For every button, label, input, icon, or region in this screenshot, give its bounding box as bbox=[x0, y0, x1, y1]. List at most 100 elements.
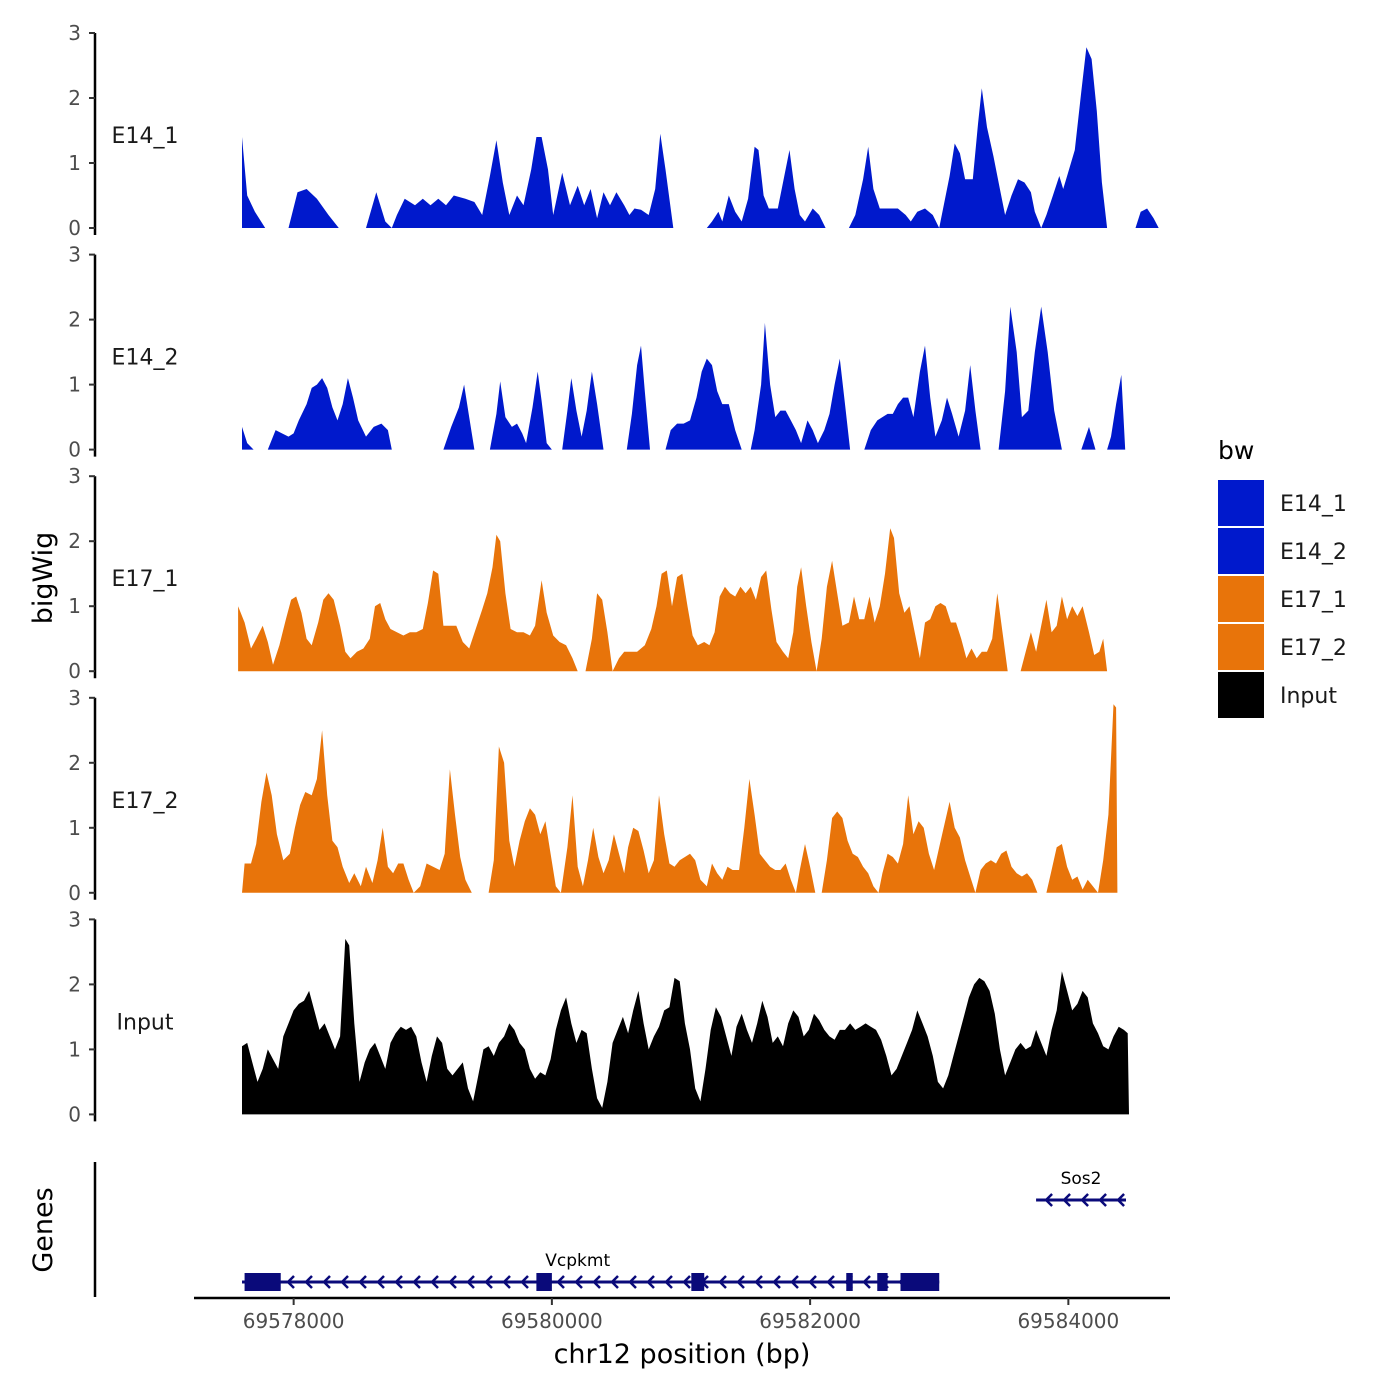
exon bbox=[877, 1273, 888, 1291]
strand-arrow bbox=[1080, 1193, 1089, 1207]
track-e14-2: 0 1 2 3 E14_2 bbox=[68, 243, 1126, 462]
x-tick-label: 69582000 bbox=[759, 1309, 861, 1333]
legend: bw E14_1 E14_2 E17_1 E17_2 Input bbox=[1218, 436, 1347, 718]
y-tick-label: 2 bbox=[68, 86, 81, 110]
strand-arrow bbox=[826, 1275, 835, 1289]
exon bbox=[536, 1273, 552, 1291]
strand-arrow bbox=[862, 1275, 871, 1289]
legend-swatch bbox=[1218, 528, 1264, 574]
track-label: E17_2 bbox=[112, 789, 179, 814]
gene-label: Vcpkmt bbox=[545, 1251, 610, 1271]
gene-label: Sos2 bbox=[1061, 1169, 1102, 1189]
y-tick-label: 1 bbox=[68, 1037, 81, 1061]
coverage-area-e17-1 bbox=[238, 528, 1108, 672]
strand-arrow bbox=[1044, 1193, 1053, 1207]
x-tick-label: 69584000 bbox=[1017, 1309, 1119, 1333]
y-axis-title: bigWig bbox=[28, 532, 59, 625]
legend-item-e14-2: E14_2 bbox=[1218, 528, 1347, 574]
y-tick-label: 2 bbox=[68, 972, 81, 996]
strand-arrow bbox=[430, 1275, 439, 1289]
legend-label: E17_2 bbox=[1280, 636, 1347, 661]
strand-arrow bbox=[574, 1275, 583, 1289]
strand-arrow bbox=[1098, 1193, 1107, 1207]
legend-item-e17-1: E17_1 bbox=[1218, 576, 1347, 622]
track-label: Input bbox=[117, 1010, 174, 1035]
strand-arrow bbox=[340, 1275, 349, 1289]
strand-arrow bbox=[556, 1275, 565, 1289]
legend-label: E14_1 bbox=[1280, 492, 1347, 517]
y-tick-label: 3 bbox=[68, 464, 81, 488]
track-e17-1: 0 1 2 3 E17_1 bbox=[68, 464, 1108, 683]
y-tick-label: 2 bbox=[68, 529, 81, 553]
coverage-area-e17-2 bbox=[242, 704, 1118, 893]
strand-arrow bbox=[412, 1275, 421, 1289]
x-tick-label: 69578000 bbox=[243, 1309, 345, 1333]
y-tick-label: 0 bbox=[68, 659, 81, 683]
x-axis: 69578000 69580000 69582000 69584000 bbox=[194, 1296, 1170, 1333]
exon bbox=[846, 1273, 853, 1291]
y-tick-label: 3 bbox=[68, 907, 81, 931]
coverage-area-e14-2 bbox=[242, 306, 1126, 450]
legend-swatch bbox=[1218, 576, 1264, 622]
legend-label: E17_1 bbox=[1280, 588, 1347, 613]
exon bbox=[244, 1273, 281, 1291]
strand-arrow bbox=[394, 1275, 403, 1289]
coverage-area-input bbox=[242, 938, 1129, 1115]
gene-track: Sos2 Vcpkmt bbox=[93, 1162, 1126, 1297]
y-tick-label: 2 bbox=[68, 308, 81, 332]
strand-arrow bbox=[610, 1275, 619, 1289]
legend-swatch bbox=[1218, 624, 1264, 670]
y-tick-label: 2 bbox=[68, 751, 81, 775]
strand-arrow bbox=[718, 1275, 727, 1289]
strand-arrow bbox=[322, 1275, 331, 1289]
legend-title: bw bbox=[1218, 436, 1254, 465]
strand-arrow bbox=[628, 1275, 637, 1289]
coverage-area-e14-1 bbox=[242, 47, 1159, 228]
strand-arrow bbox=[484, 1275, 493, 1289]
gene-sos2: Sos2 bbox=[1036, 1169, 1126, 1207]
strand-arrow bbox=[304, 1275, 313, 1289]
y-tick-label: 0 bbox=[68, 216, 81, 240]
y-tick-label: 3 bbox=[68, 243, 81, 267]
strand-arrow bbox=[592, 1275, 601, 1289]
strand-arrow bbox=[286, 1275, 295, 1289]
x-tick-label: 69580000 bbox=[501, 1309, 603, 1333]
track-input: 0 1 2 3 Input bbox=[68, 907, 1129, 1126]
strand-arrow bbox=[502, 1275, 511, 1289]
gene-vcpkmt: Vcpkmt bbox=[242, 1251, 940, 1291]
strand-arrow bbox=[664, 1275, 673, 1289]
coverage-tracks: 0 1 2 3 E14_1 0 1 2 3 E14_2 0 1 2 3 E17_1 0 1 2 3 E17_2 0 1 2 3… bbox=[68, 21, 1159, 1126]
strand-arrow bbox=[520, 1275, 529, 1289]
strand-arrow bbox=[1116, 1193, 1125, 1207]
y-tick-label: 0 bbox=[68, 881, 81, 905]
strand-arrow bbox=[772, 1275, 781, 1289]
genes-axis-title: Genes bbox=[28, 1187, 59, 1272]
y-tick-label: 1 bbox=[68, 594, 81, 618]
y-tick-label: 1 bbox=[68, 373, 81, 397]
strand-arrow bbox=[808, 1275, 817, 1289]
strand-arrow bbox=[754, 1275, 763, 1289]
y-tick-label: 1 bbox=[68, 816, 81, 840]
strand-arrow bbox=[466, 1275, 475, 1289]
y-tick-label: 0 bbox=[68, 438, 81, 462]
x-axis-title: chr12 position (bp) bbox=[554, 1339, 811, 1370]
legend-label: Input bbox=[1280, 684, 1337, 709]
strand-arrow bbox=[448, 1275, 457, 1289]
y-tick-label: 1 bbox=[68, 151, 81, 175]
legend-item-e14-1: E14_1 bbox=[1218, 480, 1347, 526]
strand-arrow bbox=[358, 1275, 367, 1289]
legend-label: E14_2 bbox=[1280, 540, 1347, 565]
exon bbox=[691, 1273, 705, 1291]
strand-arrow bbox=[646, 1275, 655, 1289]
track-e17-2: 0 1 2 3 E17_2 bbox=[68, 686, 1118, 905]
legend-swatch bbox=[1218, 672, 1264, 718]
track-label: E14_1 bbox=[112, 124, 179, 149]
legend-item-e17-2: E17_2 bbox=[1218, 624, 1347, 670]
strand-arrow bbox=[376, 1275, 385, 1289]
track-e14-1: 0 1 2 3 E14_1 bbox=[68, 21, 1159, 240]
strand-arrow bbox=[790, 1275, 799, 1289]
legend-swatch bbox=[1218, 480, 1264, 526]
legend-item-input: Input bbox=[1218, 672, 1337, 718]
strand-arrow bbox=[736, 1275, 745, 1289]
